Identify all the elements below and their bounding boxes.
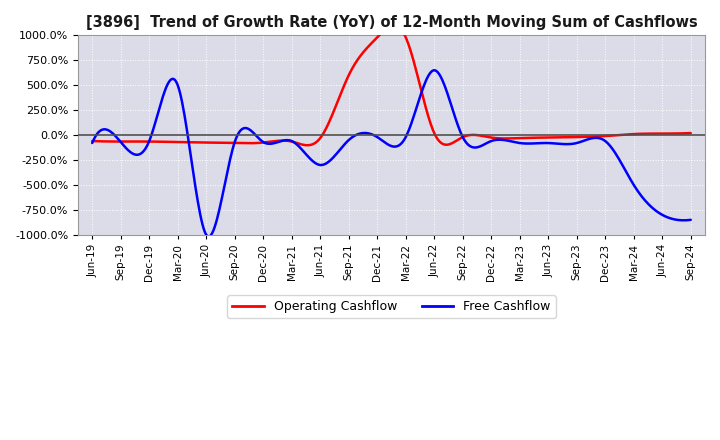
Operating Cashflow	[446, 141, 455, 147]
Line: Operating Cashflow: Operating Cashflow	[92, 26, 690, 145]
Free Cashflow	[374, 135, 382, 140]
Title: [3896]  Trend of Growth Rate (YoY) of 12-Month Moving Sum of Cashflows: [3896] Trend of Growth Rate (YoY) of 12-…	[86, 15, 698, 30]
Operating Cashflow	[374, 34, 382, 40]
Free Cashflow	[430, 68, 438, 73]
Operating Cashflow	[88, 139, 96, 144]
Operating Cashflow	[686, 130, 695, 136]
Free Cashflow	[446, 101, 455, 106]
Operating Cashflow	[581, 134, 590, 139]
Operating Cashflow	[302, 143, 311, 148]
Free Cashflow	[675, 217, 683, 223]
Operating Cashflow	[414, 77, 423, 82]
Free Cashflow	[204, 234, 213, 239]
Free Cashflow	[581, 138, 590, 143]
Free Cashflow	[88, 140, 96, 146]
Operating Cashflow	[377, 30, 386, 36]
Operating Cashflow	[389, 23, 397, 28]
Free Cashflow	[413, 103, 422, 108]
Operating Cashflow	[675, 131, 683, 136]
Legend: Operating Cashflow, Free Cashflow: Operating Cashflow, Free Cashflow	[228, 295, 556, 318]
Free Cashflow	[686, 217, 695, 223]
Line: Free Cashflow: Free Cashflow	[92, 70, 690, 237]
Free Cashflow	[377, 137, 386, 143]
